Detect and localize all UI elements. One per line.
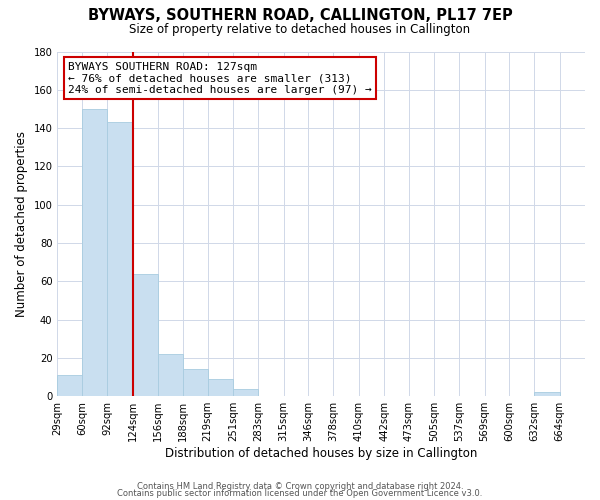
Text: Contains HM Land Registry data © Crown copyright and database right 2024.: Contains HM Land Registry data © Crown c…	[137, 482, 463, 491]
Text: BYWAYS SOUTHERN ROAD: 127sqm
← 76% of detached houses are smaller (313)
24% of s: BYWAYS SOUTHERN ROAD: 127sqm ← 76% of de…	[68, 62, 372, 95]
X-axis label: Distribution of detached houses by size in Callington: Distribution of detached houses by size …	[165, 447, 478, 460]
Bar	[158, 354, 183, 396]
Bar	[58, 375, 82, 396]
Bar	[133, 274, 158, 396]
Bar	[107, 122, 133, 396]
Text: Contains public sector information licensed under the Open Government Licence v3: Contains public sector information licen…	[118, 490, 482, 498]
Text: Size of property relative to detached houses in Callington: Size of property relative to detached ho…	[130, 22, 470, 36]
Text: BYWAYS, SOUTHERN ROAD, CALLINGTON, PL17 7EP: BYWAYS, SOUTHERN ROAD, CALLINGTON, PL17 …	[88, 8, 512, 22]
Y-axis label: Number of detached properties: Number of detached properties	[15, 131, 28, 317]
Bar	[183, 370, 208, 396]
Bar	[208, 379, 233, 396]
Bar	[82, 109, 107, 396]
Bar	[233, 388, 259, 396]
Bar	[535, 392, 560, 396]
